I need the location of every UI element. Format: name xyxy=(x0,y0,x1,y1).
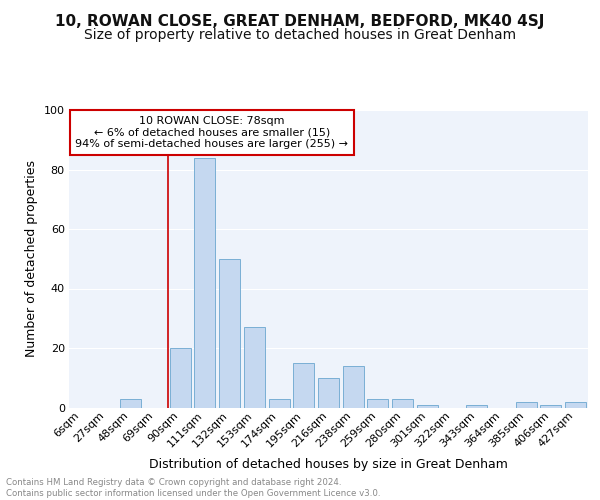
Bar xyxy=(367,398,388,407)
Text: 10 ROWAN CLOSE: 78sqm
← 6% of detached houses are smaller (15)
94% of semi-detac: 10 ROWAN CLOSE: 78sqm ← 6% of detached h… xyxy=(75,116,348,149)
Bar xyxy=(219,259,240,408)
Text: 10, ROWAN CLOSE, GREAT DENHAM, BEDFORD, MK40 4SJ: 10, ROWAN CLOSE, GREAT DENHAM, BEDFORD, … xyxy=(55,14,545,29)
Bar xyxy=(170,348,191,408)
Bar xyxy=(244,327,265,407)
Bar xyxy=(194,158,215,408)
Bar xyxy=(318,378,339,408)
Bar xyxy=(120,398,141,407)
Bar xyxy=(392,398,413,407)
Y-axis label: Number of detached properties: Number of detached properties xyxy=(25,160,38,357)
Bar xyxy=(541,404,562,407)
Bar xyxy=(293,363,314,408)
Bar xyxy=(417,404,438,407)
Bar xyxy=(466,404,487,407)
Text: Size of property relative to detached houses in Great Denham: Size of property relative to detached ho… xyxy=(84,28,516,42)
Text: Contains HM Land Registry data © Crown copyright and database right 2024.
Contai: Contains HM Land Registry data © Crown c… xyxy=(6,478,380,498)
Bar xyxy=(343,366,364,408)
X-axis label: Distribution of detached houses by size in Great Denham: Distribution of detached houses by size … xyxy=(149,458,508,470)
Bar xyxy=(565,402,586,407)
Bar xyxy=(269,398,290,407)
Bar xyxy=(516,402,537,407)
